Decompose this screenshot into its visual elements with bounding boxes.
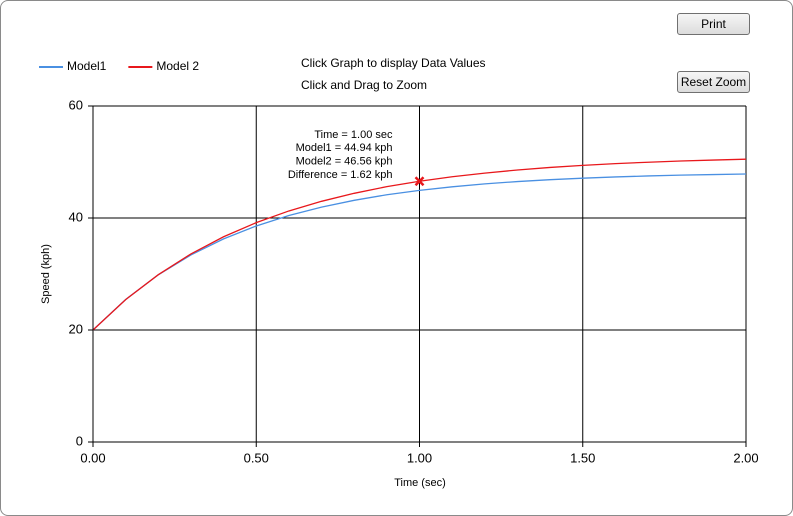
- data-annotation: Difference = 1.62 kph: [288, 169, 393, 181]
- y-tick-label: 40: [69, 209, 83, 224]
- y-tick-label: 0: [76, 433, 83, 448]
- instruction: Click and Drag to Zoom: [301, 78, 427, 92]
- y-tick-label: 60: [69, 97, 83, 112]
- y-axis-label: Speed (kph): [40, 244, 52, 304]
- legend-label: Model 2: [156, 59, 199, 73]
- x-tick-label: 2.00: [733, 450, 758, 465]
- print-button[interactable]: Print: [677, 13, 750, 35]
- series-line: [92, 173, 747, 331]
- reset-zoom-button[interactable]: Reset Zoom: [677, 71, 750, 93]
- x-tick-label: 1.50: [570, 450, 595, 465]
- x-tick-label: 1.00: [407, 450, 432, 465]
- x-tick-label: 0.00: [80, 450, 105, 465]
- selected-point: [414, 176, 425, 187]
- instruction: Click Graph to display Data Values: [301, 56, 486, 70]
- data-annotation: Model1 = 44.94 kph: [296, 142, 393, 154]
- y-tick-label: 20: [69, 321, 83, 336]
- data-annotation: Model2 = 46.56 kph: [296, 156, 393, 168]
- legend-label: Model1: [67, 59, 107, 73]
- x-axis-label: Time (sec): [394, 477, 446, 489]
- x-tick-label: 0.50: [244, 450, 269, 465]
- data-annotation: Time = 1.00 sec: [314, 129, 393, 141]
